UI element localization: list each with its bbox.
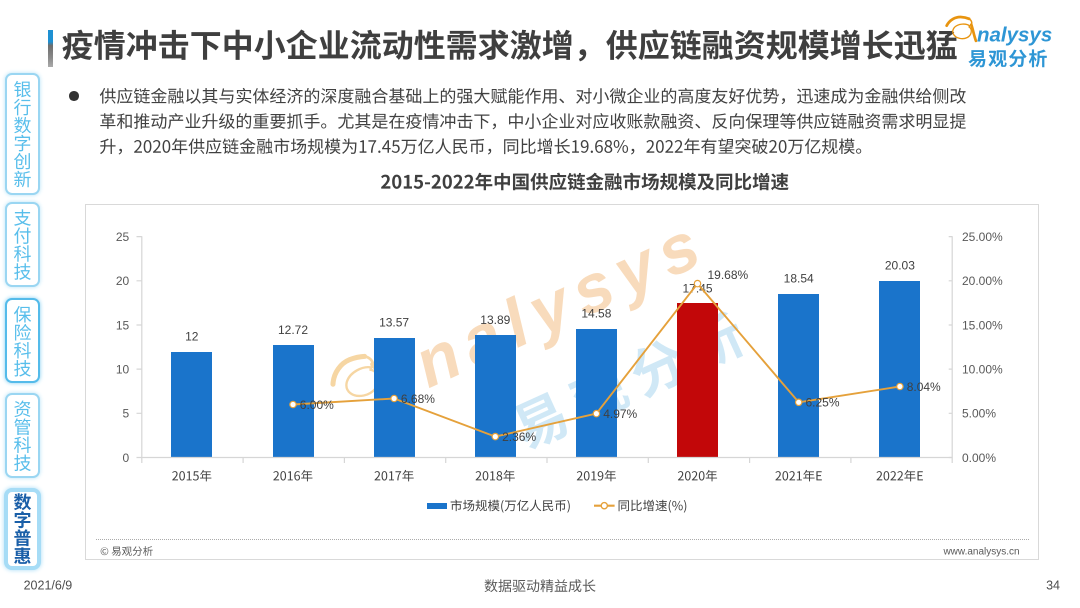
svg-text:10.00%: 10.00% — [962, 363, 1003, 377]
svg-text:2.36%: 2.36% — [502, 430, 536, 444]
svg-text:6.25%: 6.25% — [806, 396, 840, 410]
svg-text:25: 25 — [116, 230, 130, 244]
svg-text:10: 10 — [116, 363, 130, 377]
svg-text:20.03: 20.03 — [885, 259, 915, 273]
svg-text:25.00%: 25.00% — [962, 230, 1003, 244]
svg-text:4.97%: 4.97% — [603, 407, 637, 421]
svg-text:13.89: 13.89 — [480, 313, 510, 327]
svg-text:6.00%: 6.00% — [300, 398, 334, 412]
svg-text:19.68%: 19.68% — [708, 268, 749, 282]
svg-text:20.00%: 20.00% — [962, 274, 1003, 288]
svg-text:6.68%: 6.68% — [401, 392, 435, 406]
svg-text:12.72: 12.72 — [278, 323, 308, 337]
svg-text:13.57: 13.57 — [379, 316, 409, 330]
svg-text:20: 20 — [116, 274, 130, 288]
svg-text:34: 34 — [1046, 579, 1060, 593]
svg-text:15.00%: 15.00% — [962, 318, 1003, 332]
svg-text:15: 15 — [116, 318, 130, 332]
svg-text:18.54: 18.54 — [784, 272, 814, 286]
svg-text:www.analysys.cn: www.analysys.cn — [942, 547, 1019, 558]
svg-text:2021/6/9: 2021/6/9 — [24, 579, 73, 593]
svg-text:nalysys: nalysys — [977, 24, 1052, 47]
svg-text:8.04%: 8.04% — [907, 380, 941, 394]
svg-text:5: 5 — [123, 407, 130, 421]
svg-text:5.00%: 5.00% — [962, 407, 996, 421]
svg-text:0: 0 — [123, 451, 130, 465]
svg-text:0.00%: 0.00% — [962, 451, 996, 465]
svg-text:14.58: 14.58 — [581, 307, 611, 321]
svg-text:12: 12 — [185, 330, 199, 344]
